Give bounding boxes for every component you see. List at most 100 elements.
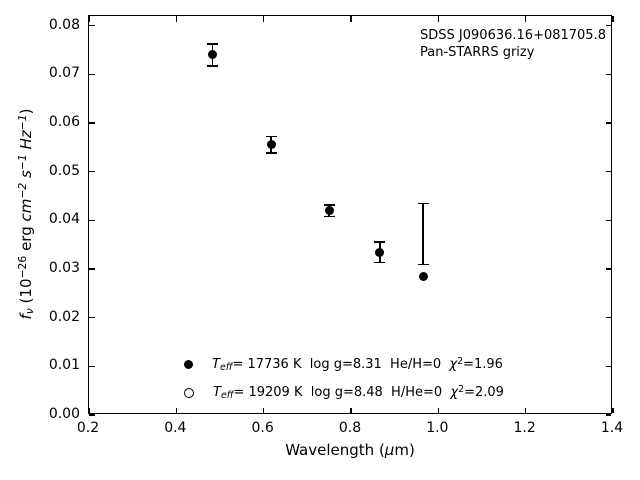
x-tick-label: 1.2 — [513, 420, 536, 436]
y-tick — [89, 317, 95, 319]
x-tick-top — [350, 16, 352, 22]
y-tick-right — [605, 365, 611, 367]
text-segment: 2 — [458, 384, 465, 396]
x-tick — [437, 407, 439, 413]
text-segment: eff — [220, 390, 234, 402]
errorbar-cap-top — [207, 42, 219, 45]
open-circle-icon — [184, 387, 194, 398]
x-tick — [350, 407, 352, 413]
x-tick-label: 0.8 — [338, 420, 362, 436]
x-tick-top — [437, 16, 439, 22]
errorbar-cap-top — [374, 241, 386, 244]
text-segment: Wavelength ( — [285, 441, 385, 459]
data-point-marker — [324, 206, 334, 216]
text-segment: χ — [450, 385, 459, 401]
text-segment: = 19209 K log g=8.48 H/He=0 — [233, 385, 451, 401]
y-tick-label: 0.07 — [48, 65, 80, 82]
y-tick — [89, 171, 95, 173]
y-tick — [89, 25, 95, 27]
x-tick — [175, 407, 177, 413]
data-point-marker — [375, 247, 385, 257]
text-segment: erg — [16, 221, 35, 256]
x-tick-label: 0.4 — [164, 420, 187, 436]
x-tick — [525, 407, 527, 413]
text-segment — [17, 149, 35, 154]
annotation-line-survey: Pan-STARRS grizy — [420, 45, 535, 60]
y-tick — [89, 268, 95, 270]
y-tick-label: 0.05 — [48, 162, 80, 179]
text-segment: T — [212, 356, 220, 372]
errorbar-cap-top — [265, 135, 277, 138]
y-tick-label: 0.03 — [48, 260, 80, 277]
annotation-line-object-id: SDSS J090636.16+081705.8 — [420, 28, 606, 43]
errorbar-cap-bottom — [417, 263, 429, 266]
text-segment: Hz — [16, 130, 35, 150]
text-segment: T — [213, 385, 221, 401]
x-tick — [263, 407, 265, 413]
text-segment: cm — [16, 198, 35, 222]
x-tick-top — [612, 16, 614, 22]
text-segment: μ — [384, 441, 395, 459]
annotation: SDSS J090636.16+081705.8 Pan-STARRS griz… — [420, 27, 606, 61]
y-tick — [89, 122, 95, 124]
data-point-marker — [208, 50, 218, 60]
errorbar-line — [422, 203, 424, 265]
x-tick-label: 1.0 — [426, 420, 449, 436]
x-tick-top — [525, 16, 527, 22]
y-tick-label: 0.06 — [48, 114, 80, 131]
text-segment: −1 — [15, 154, 29, 171]
x-tick-top — [263, 16, 265, 22]
x-tick-top — [88, 16, 90, 22]
data-point-marker — [266, 140, 276, 150]
text-segment — [17, 178, 35, 183]
y-tick-label: 0.04 — [48, 211, 80, 228]
y-tick-label: 0.02 — [48, 308, 80, 325]
legend-entry-text: Teff= 17736 K log g=8.31 He/H=0 χ2=1.96 — [212, 356, 503, 373]
y-tick-right — [605, 317, 611, 319]
errorbar-cap-bottom — [265, 152, 277, 154]
errorbar-cap-bottom — [207, 65, 219, 67]
text-segment: eff — [219, 361, 233, 373]
y-tick-right — [605, 171, 611, 173]
x-tick-label: 0.2 — [76, 420, 100, 436]
y-tick — [89, 414, 95, 416]
y-tick-label: 0.00 — [48, 406, 80, 422]
text-segment: −1 — [15, 114, 29, 131]
text-segment: f — [16, 314, 35, 320]
y-tick — [89, 73, 95, 76]
x-tick-label: 1.4 — [600, 420, 624, 436]
errorbar-cap-top — [323, 203, 335, 206]
text-segment: =1.96 — [463, 356, 503, 372]
y-tick-label: 0.01 — [48, 357, 80, 374]
text-segment: (10 — [16, 278, 35, 309]
y-tick-right — [605, 414, 611, 416]
y-tick — [89, 365, 95, 367]
x-tick — [612, 407, 614, 413]
text-segment: ) — [16, 108, 35, 115]
text-segment: s — [16, 170, 35, 178]
y-tick — [89, 219, 95, 221]
plot-area: SDSS J090636.16+081705.8 Pan-STARRS griz… — [88, 15, 614, 416]
filled-circle-icon — [184, 359, 193, 369]
y-axis-label: fν (10−26 erg cm−2 s−1 Hz−1) — [16, 108, 36, 319]
y-tick-label: 0.08 — [48, 16, 80, 33]
text-segment: χ — [449, 356, 458, 372]
x-tick-top — [175, 16, 177, 22]
y-tick-right — [605, 25, 611, 27]
legend-entry: Teff= 19209 K log g=8.48 H/He=0 χ2=2.09 — [184, 379, 504, 408]
y-tick-right — [605, 219, 611, 221]
text-segment: −26 — [15, 255, 29, 279]
text-segment: =2.09 — [464, 385, 504, 401]
legend-entry-text: Teff= 19209 K log g=8.48 H/He=0 χ2=2.09 — [213, 384, 504, 401]
legend: Teff= 17736 K log g=8.31 He/H=0 χ2=1.96 T… — [184, 350, 504, 407]
text-segment: −2 — [15, 182, 29, 199]
x-axis-label: Wavelength (μm) — [285, 441, 415, 459]
y-tick-right — [605, 268, 611, 270]
data-point-marker — [418, 272, 428, 282]
legend-entry: Teff= 17736 K log g=8.31 He/H=0 χ2=1.96 — [184, 350, 504, 379]
errorbar-cap-bottom — [323, 215, 335, 218]
text-segment: m) — [394, 441, 415, 459]
x-tick — [88, 407, 90, 413]
x-tick-label: 0.6 — [251, 420, 274, 436]
